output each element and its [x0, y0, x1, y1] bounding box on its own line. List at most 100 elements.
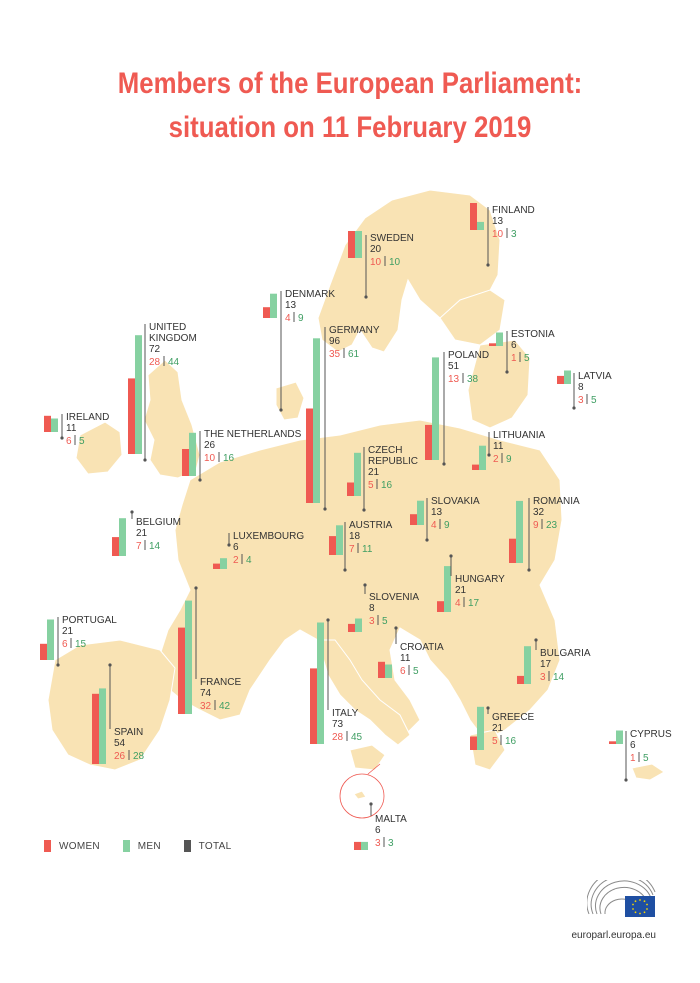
latvia-women-bar: [557, 375, 564, 384]
portugal-name-label: PORTUGAL: [62, 615, 117, 626]
denmark-women-bar: [263, 307, 270, 318]
finland-men-label: 3: [511, 229, 517, 240]
germany-men-bar: [313, 338, 320, 503]
cyprus-name-label: CYPRUS: [630, 729, 672, 740]
legend-women: WOMEN: [44, 840, 120, 852]
denmark-men-bar: [270, 293, 277, 318]
croatia-women-bar: [378, 661, 385, 678]
czech-republic-men-label: 16: [381, 480, 393, 491]
lithuania-men-bar: [479, 445, 486, 470]
bulgaria-men-bar: [524, 646, 531, 684]
malta-women-bar: [354, 841, 361, 850]
czech-republic-name-label: REPUBLIC: [368, 456, 418, 467]
latvia-men-label: 5: [591, 395, 597, 406]
bulgaria-name-label: BULGARIA: [540, 648, 591, 659]
malta-total-label: 6: [375, 825, 381, 836]
slovakia-women-label: 4: [431, 520, 437, 531]
france-women-label: 32: [200, 701, 212, 712]
slovakia-women-bar: [410, 514, 417, 525]
belgium-men-bar: [119, 518, 126, 556]
germany-pin: [323, 507, 327, 511]
malta-men-label: 3: [388, 838, 394, 849]
croatia-women-label: 6: [400, 666, 406, 677]
poland-women-bar: [425, 424, 432, 460]
austria-women-bar: [329, 536, 336, 555]
sweden-women-label: 10: [370, 257, 382, 268]
austria-women-label: 7: [349, 544, 355, 555]
ireland-total-label: 11: [66, 423, 77, 434]
lithuania-total-label: 11: [493, 441, 504, 452]
luxembourg-name-label: LUXEMBOURG: [233, 531, 304, 542]
estonia-men-bar: [496, 332, 503, 346]
hungary-men-bar: [444, 566, 451, 612]
luxembourg-total-label: 6: [233, 542, 239, 553]
denmark-men-label: 9: [298, 313, 304, 324]
slovenia-men-label: 5: [382, 616, 388, 627]
united-kingdom-women-bar: [128, 378, 135, 454]
poland-pin: [442, 462, 446, 466]
luxembourg-men-label: 4: [246, 555, 252, 566]
germany-women-label: 35: [329, 349, 341, 360]
italy-women-label: 28: [332, 732, 344, 743]
ireland-men-label: 5: [79, 436, 85, 447]
greece-men-label: 16: [505, 736, 517, 747]
slovenia-name-label: SLOVENIA: [369, 592, 419, 603]
estonia-name-label: ESTONIA: [511, 329, 555, 340]
malta-pin: [369, 802, 373, 806]
slovakia-men-bar: [417, 500, 424, 525]
greece-women-bar: [470, 736, 477, 750]
sweden-pin: [364, 295, 368, 299]
finland-name-label: FINLAND: [492, 205, 535, 216]
legend-men: MEN: [122, 840, 181, 852]
footer-url: europarl.europa.eu: [571, 930, 656, 941]
belgium-women-bar: [112, 537, 119, 556]
france-men-label: 42: [219, 701, 231, 712]
hungary-women-bar: [437, 601, 444, 612]
greece-men-bar: [477, 706, 484, 750]
spain-pin: [108, 663, 112, 667]
slovenia-women-bar: [348, 623, 355, 632]
bulgaria-women-bar: [517, 675, 524, 684]
greece-pin: [486, 706, 490, 710]
latvia-men-bar: [564, 370, 571, 384]
latvia-women-label: 3: [578, 395, 584, 406]
malta-name-label: MALTA: [375, 814, 407, 825]
lithuania-name-label: LITHUANIA: [493, 430, 546, 441]
spain-name-label: SPAIN: [114, 727, 143, 738]
spain-men-label: 28: [133, 751, 145, 762]
croatia-pin: [394, 626, 398, 630]
the-netherlands-pin: [198, 478, 202, 482]
hungary-name-label: HUNGARY: [455, 574, 505, 585]
united-kingdom-women-label: 28: [149, 357, 161, 368]
lithuania-pin: [487, 453, 491, 457]
sweden-men-label: 10: [389, 257, 401, 268]
finland-women-bar: [470, 203, 477, 230]
united-kingdom-name-label: KINGDOM: [149, 333, 197, 344]
czech-republic-name-label: CZECH: [368, 445, 402, 456]
austria-total-label: 18: [349, 531, 361, 542]
portugal-women-bar: [40, 643, 47, 660]
portugal-men-bar: [47, 619, 54, 660]
belgium-men-label: 14: [149, 541, 161, 552]
lithuania-women-bar: [472, 464, 479, 470]
slovenia-men-bar: [355, 618, 362, 632]
spain-total-label: 54: [114, 738, 126, 749]
cyprus-women-label: 1: [630, 753, 636, 764]
italy-pin: [326, 618, 330, 622]
the-netherlands-men-label: 16: [223, 453, 235, 464]
belgium-pin: [130, 510, 134, 514]
poland-total-label: 51: [448, 361, 460, 372]
luxembourg-women-label: 2: [233, 555, 239, 566]
spain-women-bar: [92, 693, 99, 764]
france-men-bar: [185, 600, 192, 714]
